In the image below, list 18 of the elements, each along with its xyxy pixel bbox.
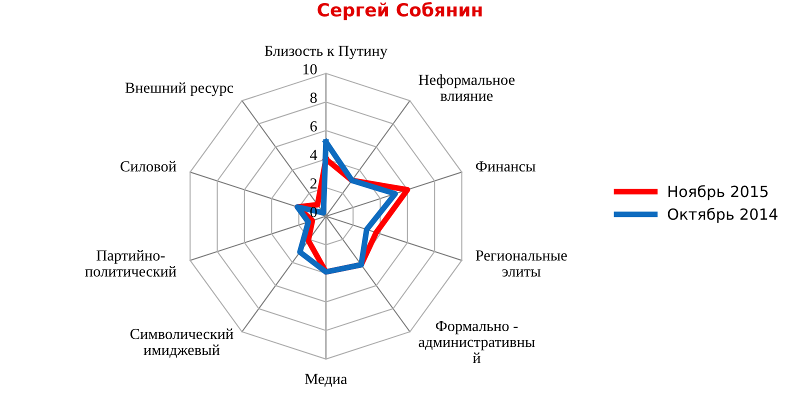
y-tick-label: 4 <box>310 150 318 160</box>
spoke-label: Символический имиджевый <box>130 328 234 358</box>
y-tick-label: 10 <box>303 64 317 74</box>
y-tick-label: 8 <box>310 92 317 103</box>
spoke-label: Региональные элиты <box>476 250 567 277</box>
legend-label: Октябрь 2014 <box>668 208 778 223</box>
spoke-label: Силовой <box>120 160 176 172</box>
spoke-label: Финансы <box>476 161 536 172</box>
spoke-label: Внешний ресурс <box>125 82 234 96</box>
spoke-label: Партийно- политический <box>85 250 176 277</box>
y-tick-label: 2 <box>310 178 317 188</box>
spoke-label: Близость к Путину <box>264 46 388 60</box>
chart-title: Сергей Собянин <box>318 2 482 20</box>
spoke-label: Неформальное влияние <box>418 74 515 101</box>
spoke-label: Медиа <box>305 374 348 387</box>
spoke-label: Формально - административны й <box>418 321 535 363</box>
y-tick-label: 6 <box>310 121 317 132</box>
legend-label: Ноябрь 2015 <box>668 185 768 200</box>
